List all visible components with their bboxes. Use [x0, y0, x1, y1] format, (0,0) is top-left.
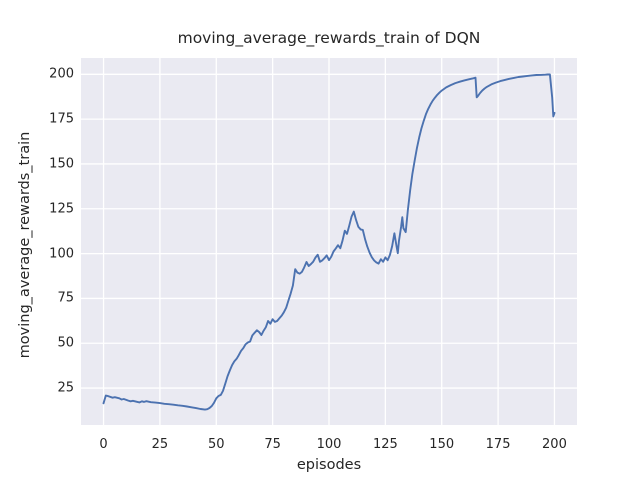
y-tick-label: 200: [49, 66, 74, 82]
y-tick-label: 75: [57, 290, 74, 306]
y-tick-label: 100: [49, 246, 74, 262]
x-axis-label: episodes: [296, 457, 362, 473]
x-tick-label: 75: [264, 437, 281, 452]
dqn-reward-line: [102, 73, 556, 411]
x-tick-label: 0: [99, 437, 108, 452]
x-tick-label: 175: [485, 437, 511, 452]
x-tick-label: 50: [207, 437, 225, 452]
y-tick-label: 150: [49, 156, 74, 172]
x-tick-label: 100: [316, 437, 342, 452]
chart-title: moving_average_rewards_train of DQN: [177, 29, 481, 47]
y-tick-label: 125: [49, 201, 74, 217]
plot-area: [81, 58, 577, 425]
y-tick-label: 175: [49, 111, 74, 127]
x-tick-label: 150: [429, 437, 455, 452]
y-tick-label: 50: [57, 335, 74, 351]
x-tick-label: 125: [372, 437, 398, 452]
x-tick-label: 25: [151, 437, 169, 452]
y-tick-label: 25: [57, 380, 74, 396]
line-chart: [81, 58, 577, 425]
x-tick-label: 200: [542, 437, 567, 452]
